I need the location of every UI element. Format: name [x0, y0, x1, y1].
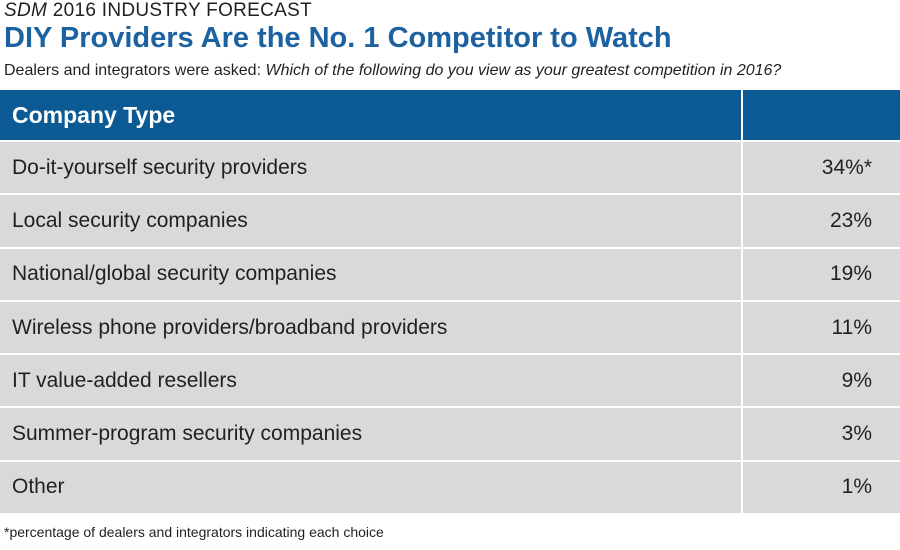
table-row: Wireless phone providers/broadband provi…: [0, 301, 900, 354]
company-type: Wireless phone providers/broadband provi…: [0, 301, 741, 354]
header-cell-empty: [743, 90, 900, 140]
company-type: IT value-added resellers: [0, 355, 741, 407]
table-row: Other 1%: [0, 461, 900, 514]
kicker-text: 2016 INDUSTRY FORECAST: [52, 0, 313, 21]
subtitle-text: Dealers and integrators were asked:: [4, 62, 262, 79]
header-row: Company Type: [0, 90, 900, 140]
title: DIY Providers Are the No. 1 Competitor t…: [4, 22, 672, 54]
company-type: Summer-program security companies: [0, 408, 741, 460]
table-row: Summer-program security companies 3%: [0, 408, 900, 460]
header-cell: Company Type: [0, 90, 741, 140]
company-type: Do-it-yourself security providers: [0, 142, 741, 194]
percentage: 3%: [743, 408, 900, 460]
table-row: IT value-added resellers 9%: [0, 355, 900, 407]
footnote: *percentage of dealers and integrators i…: [4, 524, 384, 540]
percentage: 9%: [743, 355, 900, 407]
percentage: 1%: [743, 461, 900, 514]
percentage: 11%: [743, 301, 900, 354]
company-type: Local security companies: [0, 195, 741, 247]
table: Company Type Do-it-yourself security pro…: [0, 90, 900, 515]
table-row: Do-it-yourself security providers 34%*: [0, 142, 900, 194]
table-row: National/global security companies 19%: [0, 248, 900, 300]
percentage: 34%*: [743, 142, 900, 194]
subtitle: Dealers and integrators were asked: Whic…: [4, 62, 781, 80]
kicker: SDM 2016 INDUSTRY FORECAST: [4, 0, 312, 22]
table-row: Local security companies 23%: [0, 195, 900, 247]
company-type: National/global security companies: [0, 248, 741, 300]
percentage: 19%: [743, 248, 900, 300]
company-type: Other: [0, 461, 741, 514]
kicker-italic: SDM: [4, 0, 48, 21]
question: Which of the following do you view as yo…: [265, 62, 782, 79]
percentage: 23%: [743, 195, 900, 247]
